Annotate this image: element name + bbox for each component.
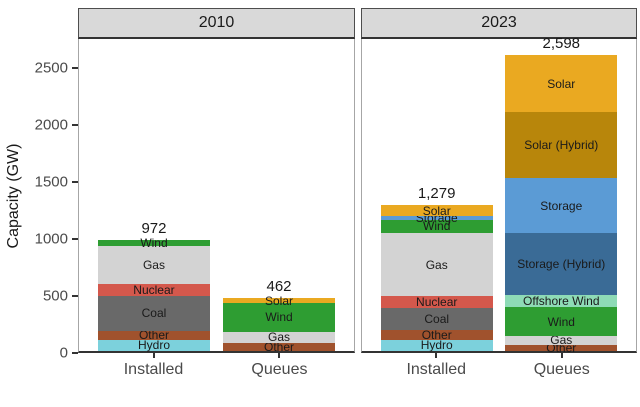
- y-tick-mark: [72, 238, 78, 241]
- segment-label-nuclear: Nuclear: [416, 295, 458, 310]
- segment-hydro: Hydro: [97, 338, 211, 353]
- segment-label-wind: Wind: [140, 236, 168, 251]
- facet-strip-label: 2023: [481, 14, 517, 31]
- segment-label-nuclear: Nuclear: [133, 283, 175, 298]
- segment-storage-hybrid: Storage (Hybrid): [505, 233, 618, 295]
- segment-solar: Solar: [222, 295, 336, 307]
- y-tick-label: 2500: [34, 59, 68, 77]
- segment-hydro: Hydro: [380, 338, 493, 353]
- x-axis-label-queues: Queues: [251, 361, 308, 378]
- segment-gas: Gas: [380, 232, 493, 297]
- x-tick-mark: [278, 353, 281, 358]
- segment-other: Other: [222, 340, 336, 355]
- segment-offshore-wind: Offshore Wind: [505, 294, 618, 309]
- segment-label-solar-hybrid: Solar (Hybrid): [524, 138, 599, 153]
- segment-wind: Wind: [380, 219, 493, 234]
- y-tick-mark: [72, 67, 78, 70]
- stacked-bar-queues: Other Gas Wind Solar 462: [222, 279, 336, 355]
- y-tick-mark: [72, 181, 78, 184]
- segment-wind: Wind: [505, 307, 618, 336]
- segment-label-solar: Solar: [547, 76, 576, 91]
- x-axis-label-queues: Queues: [533, 361, 590, 378]
- segment-nuclear: Nuclear: [97, 283, 211, 298]
- y-tick-mark: [72, 295, 78, 298]
- x-axis-label-installed: Installed: [123, 361, 184, 378]
- segment-label-coal: Coal: [424, 311, 450, 326]
- x-tick-mark: [152, 353, 155, 358]
- y-tick-label: 2000: [34, 116, 68, 134]
- y-tick-mark: [72, 352, 78, 354]
- facet-panel-2010: 2010 Hydro Other Coal Nuclear Gas Wind 972 Othe…: [78, 8, 355, 395]
- stacked-bar-installed: Hydro Other Coal Nuclear Gas Wind Storage Solar…: [380, 186, 493, 353]
- segment-other: Other: [380, 327, 493, 342]
- y-tick-label: 1000: [34, 230, 68, 248]
- facet-strip-2010: 2010: [78, 8, 355, 39]
- facet-panel-2023: 2023 Hydro Other Coal Nuclear Gas Wind Storage…: [361, 8, 637, 395]
- x-axis-label-installed: Installed: [406, 361, 467, 378]
- facet-strip-2023: 2023: [361, 8, 637, 39]
- segment-label-wind: Wind: [423, 219, 451, 234]
- bar-total-label: 1,279: [417, 185, 456, 203]
- stacked-bar-installed: Hydro Other Coal Nuclear Gas Wind 972: [97, 221, 211, 353]
- stacked-bar-queues: Other Gas Wind Offshore Wind Storage (Hybrid…: [505, 36, 618, 355]
- segment-gas: Gas: [222, 330, 336, 345]
- x-tick-mark: [435, 353, 438, 358]
- y-tick-label: 1500: [34, 173, 68, 191]
- segment-label-gas: Gas: [142, 258, 165, 273]
- segment-label-solar: Solar: [264, 293, 294, 308]
- segment-nuclear: Nuclear: [380, 295, 493, 310]
- segment-wind: Wind: [222, 303, 336, 332]
- segment-coal: Coal: [380, 307, 493, 330]
- segment-wind: Wind: [97, 237, 211, 249]
- bar-total-label: 462: [266, 278, 292, 296]
- y-tick-label: 500: [42, 287, 68, 305]
- segment-storage: Storage: [505, 178, 618, 234]
- segment-label-gas: Gas: [550, 333, 573, 348]
- bar-total-label: 972: [141, 220, 167, 238]
- x-axis-2023: Installed Queues: [361, 353, 637, 395]
- segment-label-hydro: Hydro: [420, 338, 453, 353]
- segment-label-hydro: Hydro: [137, 338, 170, 353]
- segment-solar-hybrid: Solar (Hybrid): [505, 112, 618, 179]
- segment-label-wind: Wind: [547, 314, 575, 329]
- y-tick-mark: [72, 124, 78, 127]
- segment-gas: Gas: [97, 245, 211, 285]
- segment-coal: Coal: [97, 295, 211, 331]
- segment-label-other: Other: [546, 340, 577, 355]
- x-axis-2010: Installed Queues: [78, 353, 355, 395]
- segment-label-other: Other: [138, 328, 169, 343]
- x-tick-mark: [560, 353, 563, 358]
- segment-label-storage-hybrid: Storage (Hybrid): [517, 257, 606, 272]
- segment-solar: Solar: [380, 203, 493, 218]
- segment-label-coal: Coal: [141, 306, 167, 321]
- bar-total-label: 2,598: [542, 35, 581, 53]
- segment-label-solar: Solar: [422, 203, 451, 218]
- facet-strip-label: 2010: [198, 14, 235, 31]
- segment-other: Other: [97, 328, 211, 343]
- segment-label-other: Other: [421, 327, 452, 342]
- segment-label-wind: Wind: [265, 310, 293, 325]
- segment-label-storage: Storage: [540, 198, 583, 213]
- segment-other: Other: [505, 340, 618, 355]
- segment-label-offshore-wind: Offshore Wind: [523, 294, 600, 309]
- segment-solar: Solar: [505, 55, 618, 113]
- y-tick-label: 0: [59, 344, 68, 362]
- segment-label-other: Other: [263, 340, 295, 355]
- segment-gas: Gas: [505, 333, 618, 348]
- segment-label-gas: Gas: [425, 257, 448, 272]
- segment-label-gas: Gas: [267, 330, 291, 345]
- plot-area-2010: Hydro Other Coal Nuclear Gas Wind 972 Other Gas W…: [78, 39, 355, 353]
- plot-area-2023: Hydro Other Coal Nuclear Gas Wind Storage Solar…: [361, 36, 637, 355]
